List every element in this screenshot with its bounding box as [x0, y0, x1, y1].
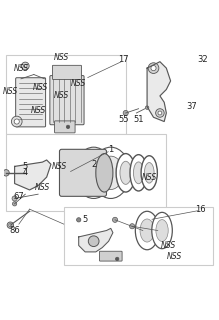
Ellipse shape: [116, 154, 135, 192]
Circle shape: [66, 125, 70, 129]
Text: NSS: NSS: [35, 183, 50, 192]
Circle shape: [113, 217, 118, 222]
Text: 2: 2: [91, 160, 96, 169]
Text: NSS: NSS: [54, 92, 69, 100]
Circle shape: [156, 109, 164, 117]
Ellipse shape: [120, 161, 131, 184]
Text: 67: 67: [14, 192, 24, 201]
Text: NSS: NSS: [71, 79, 86, 88]
Text: NSS: NSS: [30, 106, 46, 115]
Circle shape: [148, 63, 159, 74]
Circle shape: [115, 257, 119, 261]
Text: 51: 51: [133, 115, 144, 124]
Text: 32: 32: [197, 55, 208, 64]
Text: 5: 5: [83, 215, 88, 224]
Circle shape: [24, 64, 27, 68]
Circle shape: [123, 110, 128, 116]
Circle shape: [3, 170, 9, 176]
Ellipse shape: [98, 156, 123, 189]
Text: 55: 55: [118, 115, 129, 124]
Text: 5: 5: [23, 162, 28, 171]
Text: 16: 16: [195, 205, 206, 214]
Text: NSS: NSS: [13, 64, 29, 73]
Circle shape: [130, 224, 135, 229]
Ellipse shape: [156, 220, 168, 241]
FancyBboxPatch shape: [60, 149, 106, 196]
Text: NSS: NSS: [3, 87, 18, 96]
Circle shape: [88, 236, 99, 246]
Bar: [6, 134, 166, 211]
Ellipse shape: [141, 156, 157, 190]
Ellipse shape: [133, 162, 144, 184]
Circle shape: [151, 66, 156, 71]
Polygon shape: [79, 228, 113, 252]
Circle shape: [12, 196, 17, 201]
Text: 1: 1: [108, 145, 113, 154]
Circle shape: [11, 116, 22, 127]
Circle shape: [9, 224, 12, 227]
Ellipse shape: [140, 219, 154, 242]
FancyBboxPatch shape: [16, 78, 46, 127]
Ellipse shape: [81, 156, 106, 189]
Polygon shape: [147, 62, 171, 122]
Ellipse shape: [74, 147, 113, 198]
Ellipse shape: [144, 163, 154, 183]
FancyBboxPatch shape: [50, 76, 84, 125]
Text: 17: 17: [118, 55, 129, 64]
Circle shape: [145, 106, 149, 109]
Text: 86: 86: [9, 226, 20, 235]
Ellipse shape: [130, 155, 147, 191]
Circle shape: [158, 111, 162, 115]
Text: NSS: NSS: [142, 172, 157, 181]
FancyBboxPatch shape: [99, 251, 122, 261]
Ellipse shape: [92, 147, 130, 198]
FancyBboxPatch shape: [52, 65, 81, 79]
Circle shape: [14, 119, 19, 124]
Text: NSS: NSS: [161, 241, 176, 250]
Text: NSS: NSS: [52, 162, 67, 171]
Bar: [6, 55, 126, 134]
Text: NSS: NSS: [167, 252, 182, 261]
FancyBboxPatch shape: [55, 121, 75, 133]
Circle shape: [77, 218, 81, 222]
Text: 4: 4: [23, 168, 28, 177]
Circle shape: [7, 222, 14, 228]
Polygon shape: [15, 160, 51, 190]
Circle shape: [12, 202, 17, 206]
Circle shape: [21, 62, 29, 70]
Text: NSS: NSS: [33, 83, 48, 92]
Ellipse shape: [135, 211, 159, 250]
Ellipse shape: [152, 212, 172, 249]
Text: 37: 37: [187, 102, 197, 111]
Ellipse shape: [96, 154, 113, 192]
Bar: [64, 207, 213, 265]
Text: NSS: NSS: [54, 53, 69, 62]
